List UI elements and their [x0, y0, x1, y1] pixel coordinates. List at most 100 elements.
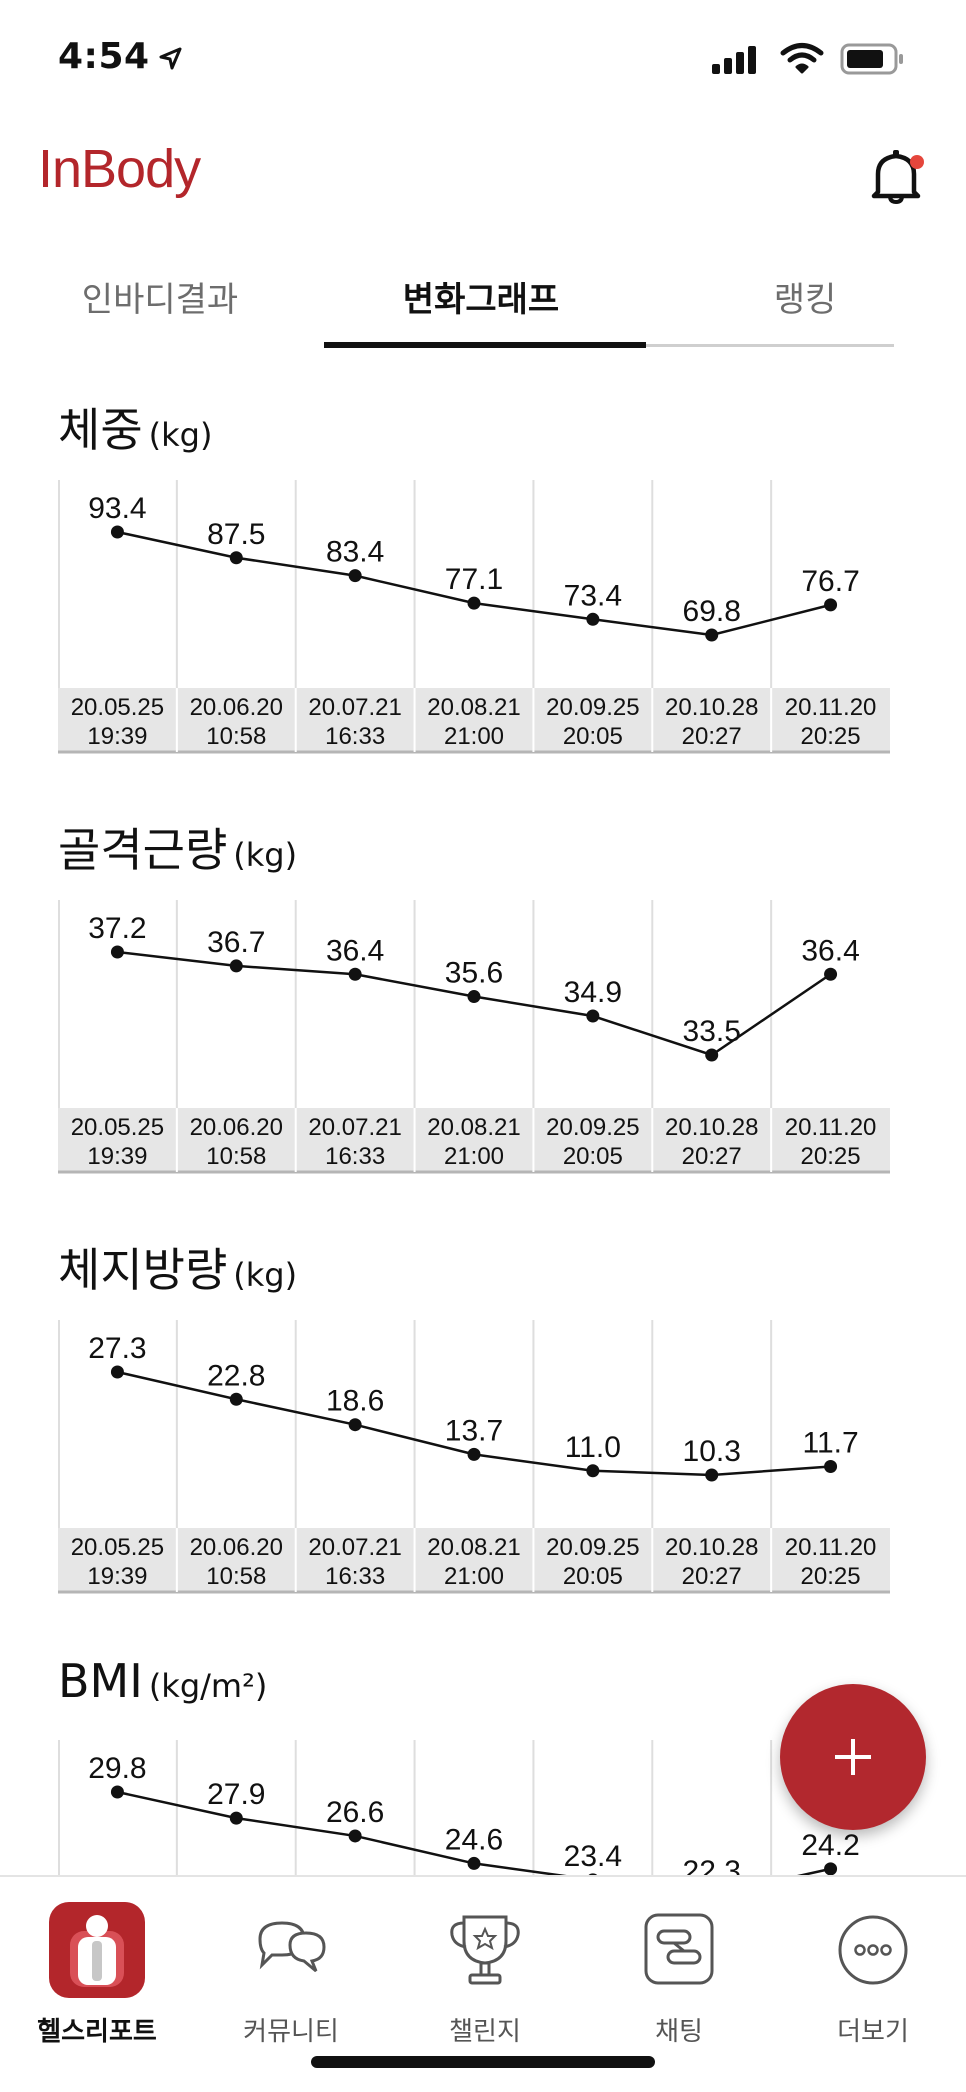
chart-title-unit: (kg)	[233, 836, 298, 874]
x-tick-date: 20.08.21	[427, 694, 520, 721]
bottom-nav: 헬스리포트 커뮤니티 챌린지 채팅	[0, 1875, 966, 2092]
data-point	[229, 551, 243, 565]
data-label: 22.3	[683, 1855, 741, 1875]
bell-icon	[871, 150, 924, 205]
x-axis-band	[58, 1528, 890, 1592]
x-tick-time: 19:39	[87, 723, 147, 750]
nav-item-challenge[interactable]: 챌린지	[388, 1895, 582, 2047]
status-bar: 4:54	[0, 0, 966, 110]
nav-item-community[interactable]: 커뮤니티	[194, 1895, 388, 2047]
data-label: 18.6	[326, 1385, 384, 1418]
x-tick-time: 16:33	[325, 723, 385, 750]
x-axis-band	[58, 1108, 890, 1172]
x-tick-date: 20.05.25	[71, 1534, 164, 1561]
signal-icon	[712, 46, 756, 74]
nav-label: 더보기	[837, 2017, 909, 2047]
data-label: 11.7	[802, 1427, 858, 1460]
chart-title: 체지방량 (kg)	[58, 1234, 297, 1297]
data-label: 26.6	[326, 1796, 384, 1829]
x-tick-time: 19:39	[87, 1143, 147, 1170]
x-tick-date: 20.09.25	[546, 1114, 639, 1141]
data-point	[824, 1862, 838, 1875]
data-label: 73.4	[564, 579, 622, 612]
data-label: 69.8	[683, 595, 741, 628]
x-tick-time: 20:25	[801, 1563, 861, 1590]
data-point	[586, 612, 600, 626]
nav-item-chat[interactable]: 채팅	[582, 1895, 776, 2047]
chart-title-unit: (kg/m²)	[148, 1667, 268, 1705]
inbody-logo: InBody	[38, 139, 201, 199]
x-tick-time: 20:25	[801, 1143, 861, 1170]
data-point	[110, 1365, 124, 1379]
data-point	[229, 1811, 243, 1825]
nav-label: 커뮤니티	[243, 2017, 339, 2047]
chat-icon	[644, 1913, 714, 1985]
health-report-icon	[49, 1902, 145, 1998]
data-label: 76.7	[801, 565, 859, 598]
data-label: 24.6	[445, 1823, 503, 1856]
data-label: 13.7	[445, 1414, 503, 1447]
data-point	[110, 525, 124, 539]
x-tick-time: 20:27	[682, 723, 742, 750]
tab-change-graph[interactable]: 변화그래프	[402, 280, 560, 320]
nav-label: 챌린지	[449, 2017, 521, 2047]
data-point	[824, 967, 838, 981]
x-tick-time: 16:33	[325, 1143, 385, 1170]
nav-item-more[interactable]: 더보기	[776, 1895, 966, 2047]
data-point	[348, 967, 362, 981]
chat-bubbles-icon	[258, 1921, 326, 1973]
data-label: 93.4	[88, 492, 146, 525]
x-tick-time: 20:27	[682, 1143, 742, 1170]
data-point	[467, 1447, 481, 1461]
bmi-line-chart: 29.820.05.2519:3927.920.06.2010:5826.620…	[58, 1740, 860, 1875]
x-tick-date: 20.07.21	[308, 1534, 401, 1561]
data-point	[348, 1829, 362, 1843]
wifi-icon	[780, 43, 824, 74]
home-indicator	[311, 2056, 655, 2068]
data-point	[586, 1464, 600, 1478]
data-label: 22.8	[207, 1359, 265, 1392]
nav-label: 헬스리포트	[37, 2017, 157, 2047]
tab-ranking[interactable]: 랭킹	[773, 280, 837, 320]
chart-list[interactable]: 체중 (kg) 93.4 20.05.25 19:39 87.5 20.06.20 10:5…	[0, 380, 966, 1875]
x-tick-date: 20.08.21	[427, 1534, 520, 1561]
x-tick-date: 20.05.25	[71, 1114, 164, 1141]
x-tick-time: 10:58	[206, 723, 266, 750]
data-point	[705, 1468, 719, 1482]
data-point	[705, 628, 719, 642]
data-label: 36.4	[326, 934, 384, 967]
x-tick-date: 20.10.28	[665, 1534, 758, 1561]
data-point	[110, 945, 124, 959]
x-tick-date: 20.10.28	[665, 1114, 758, 1141]
data-point	[229, 959, 243, 973]
x-tick-date: 20.11.20	[785, 1114, 877, 1141]
data-label: 36.4	[801, 934, 859, 967]
data-point	[824, 598, 838, 612]
more-icon	[838, 1915, 908, 1985]
x-tick-date: 20.09.25	[546, 694, 639, 721]
data-label: 27.9	[207, 1778, 265, 1811]
data-label: 10.3	[683, 1435, 741, 1468]
data-label: 77.1	[445, 563, 503, 596]
plus-icon	[835, 1739, 871, 1775]
x-tick-date: 20.11.20	[785, 694, 877, 721]
data-label: 27.3	[88, 1332, 146, 1365]
tab-inbody-result[interactable]: 인바디결과	[81, 280, 239, 320]
chart-section-bmi: BMI(kg/m²) 29.820.05.2519:3927.920.06.20…	[58, 1654, 890, 1875]
chart-section-skeletal-muscle: 골격근량 (kg) 37.2 20.05.25 19:39 36.7 20.06.20 10…	[58, 814, 890, 1194]
x-tick-time: 21:00	[444, 1563, 504, 1590]
x-tick-time: 20:25	[801, 723, 861, 750]
data-label: 34.9	[564, 976, 622, 1009]
trophy-icon	[450, 1915, 520, 1985]
data-point	[229, 1392, 243, 1406]
nav-item-health-report[interactable]: 헬스리포트	[0, 1895, 194, 2047]
x-tick-date: 20.07.21	[308, 694, 401, 721]
nav-label: 채팅	[655, 2017, 703, 2047]
data-point	[705, 1048, 719, 1062]
add-measurement-button[interactable]	[780, 1684, 926, 1830]
notification-bell-button[interactable]	[866, 140, 926, 210]
x-tick-date: 20.08.21	[427, 1114, 520, 1141]
tab-active-indicator	[324, 342, 646, 348]
